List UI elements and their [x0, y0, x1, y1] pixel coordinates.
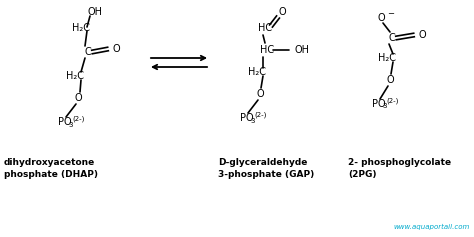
Text: −: −: [387, 9, 394, 18]
Text: www.aquaportail.com: www.aquaportail.com: [393, 224, 470, 230]
Text: C: C: [85, 47, 91, 57]
Text: 3-phosphate (GAP): 3-phosphate (GAP): [218, 170, 314, 179]
Text: 2- phosphoglycolate: 2- phosphoglycolate: [348, 158, 451, 167]
Text: OH: OH: [294, 45, 310, 55]
Text: H₂C: H₂C: [66, 71, 84, 81]
Text: O: O: [278, 7, 286, 17]
Text: C: C: [389, 33, 395, 43]
Text: O: O: [418, 30, 426, 40]
Text: 3: 3: [68, 122, 73, 128]
Text: H₂C: H₂C: [248, 67, 266, 77]
Text: O: O: [256, 89, 264, 99]
Text: phosphate (DHAP): phosphate (DHAP): [4, 170, 98, 179]
Text: 3: 3: [382, 104, 386, 109]
Text: O: O: [386, 75, 394, 85]
Text: (2-): (2-): [386, 98, 398, 104]
Text: PO: PO: [240, 113, 254, 123]
Text: O: O: [112, 44, 120, 54]
Text: (2PG): (2PG): [348, 170, 376, 179]
Text: (2-): (2-): [254, 112, 266, 118]
Text: dihydroxyacetone: dihydroxyacetone: [4, 158, 95, 167]
Text: HC: HC: [260, 45, 274, 55]
Text: HC: HC: [258, 23, 272, 33]
Text: (2-): (2-): [72, 116, 84, 122]
Text: D-glyceraldehyde: D-glyceraldehyde: [218, 158, 307, 167]
Text: H₂C: H₂C: [72, 23, 90, 33]
Text: PO: PO: [372, 99, 386, 109]
Text: O: O: [74, 93, 82, 103]
Text: H₂C: H₂C: [378, 53, 396, 63]
Text: 3: 3: [250, 118, 255, 123]
Text: O: O: [378, 13, 386, 23]
Text: OH: OH: [88, 7, 102, 17]
Text: PO: PO: [58, 117, 72, 127]
